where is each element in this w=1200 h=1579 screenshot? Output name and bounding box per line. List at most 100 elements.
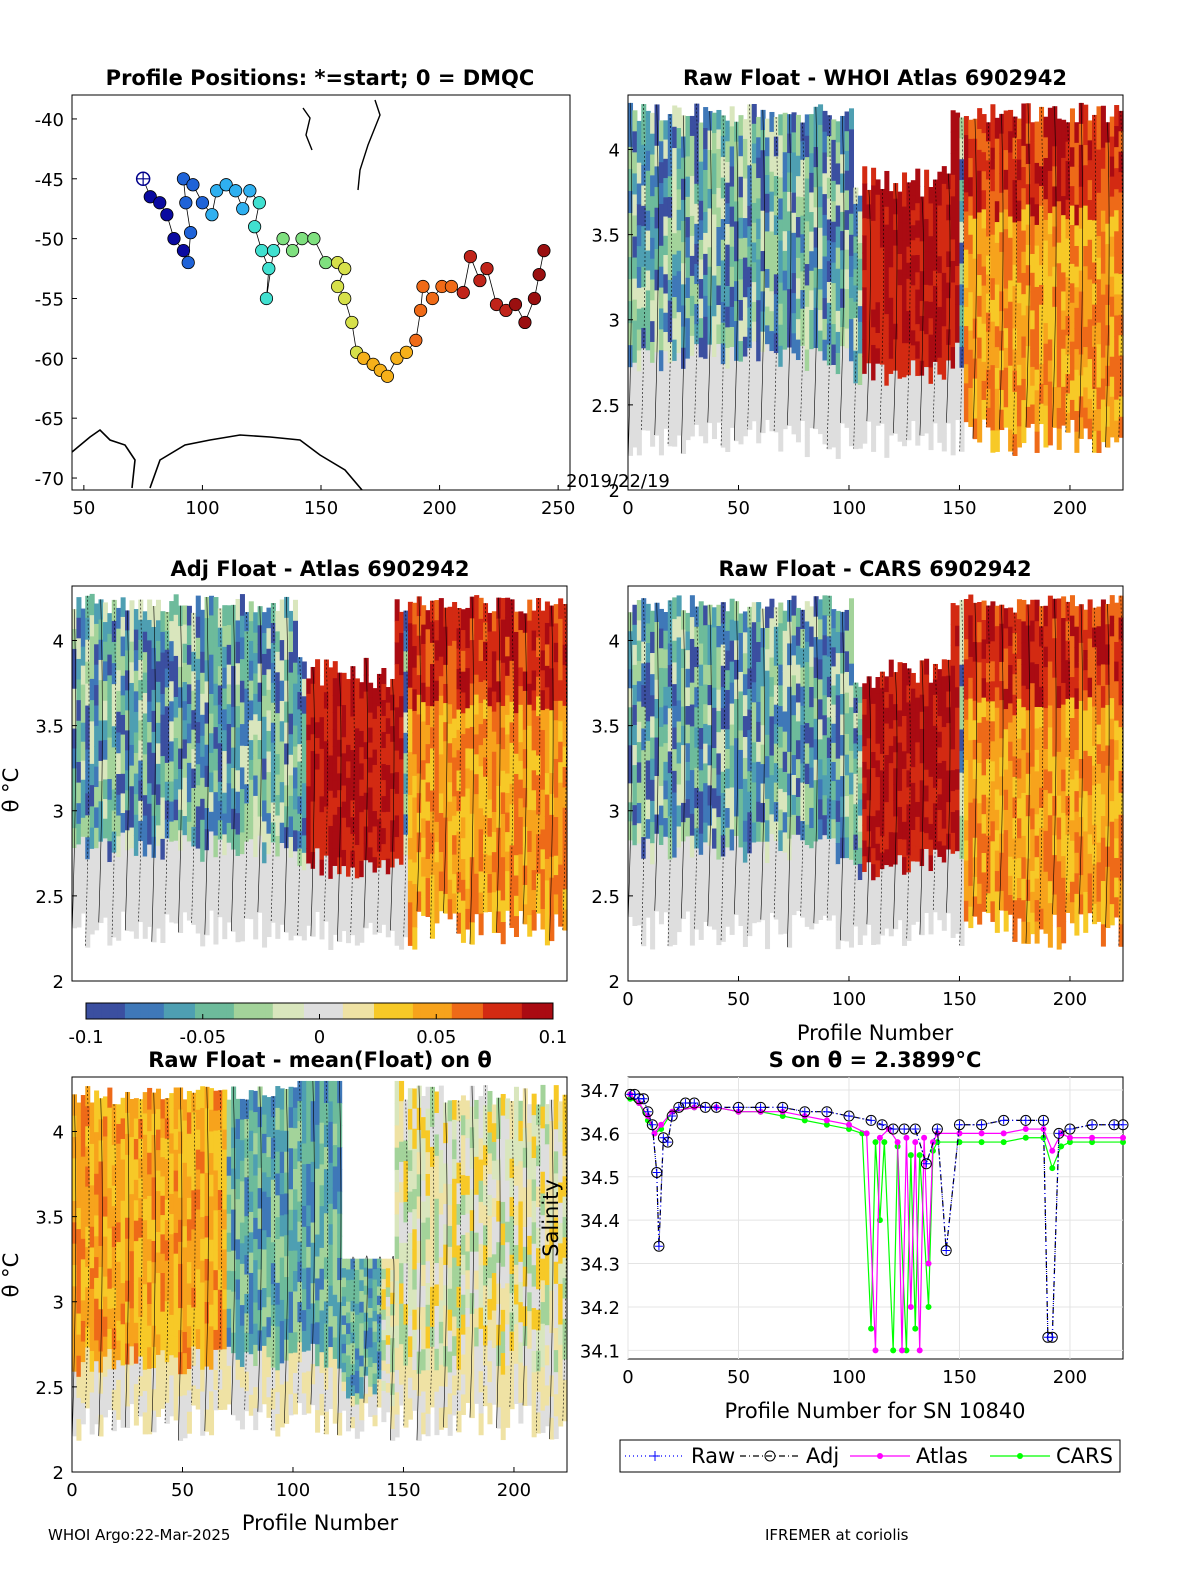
heatmap-cell (439, 676, 444, 696)
heatmap-cell (743, 179, 748, 199)
heatmap-cell (738, 672, 743, 692)
heatmap-cell (796, 176, 801, 197)
heatmap-cell (1114, 105, 1119, 127)
heatmap-cell (827, 219, 832, 240)
heatmap-cell (982, 247, 987, 267)
heatmap-cell (959, 180, 964, 201)
heatmap-cell (929, 236, 934, 253)
heatmap-cell (315, 675, 320, 691)
heatmap-cell (628, 802, 633, 822)
heatmap-cell (942, 727, 947, 745)
heatmap-cell (328, 685, 333, 703)
heatmap-cell (951, 175, 956, 197)
heatmap-cell (942, 220, 947, 238)
heatmap-cell (906, 263, 911, 280)
heatmap-cell (876, 810, 881, 827)
heatmap-cell (373, 903, 378, 919)
heatmap-cell (174, 779, 179, 800)
heatmap-cell (880, 204, 885, 219)
heatmap-cell (699, 749, 704, 771)
heatmap-cell (672, 276, 677, 298)
heatmap-cell (527, 726, 532, 748)
heatmap-cell (628, 783, 633, 803)
map-x-tick-label: 200 (422, 498, 456, 519)
heatmap-cell (889, 313, 894, 329)
heatmap-cell (1066, 142, 1071, 162)
heatmap-cell (765, 927, 770, 949)
heatmap-cell (143, 816, 148, 837)
heatmap-cell (761, 251, 766, 272)
heatmap-cell (805, 723, 810, 744)
heatmap-cell (554, 875, 559, 895)
heatmap-cell (800, 898, 805, 918)
heatmap-cell (1088, 180, 1093, 200)
heatmap-cell (518, 798, 523, 817)
heatmap-cell (756, 842, 761, 863)
heatmap-cell (342, 866, 347, 883)
heatmap-cell (920, 815, 925, 833)
heatmap-cell (200, 820, 205, 842)
heatmap-cell (646, 623, 651, 643)
heatmap-cell (871, 292, 876, 310)
heatmap-cell (990, 409, 995, 431)
heatmap-cell (747, 792, 752, 813)
heatmap-cell (836, 416, 841, 438)
heatmap-cell (663, 313, 668, 333)
heatmap-cell (946, 251, 951, 267)
heatmap-cell (306, 725, 311, 741)
heatmap-cell (862, 235, 867, 253)
heatmap-cell (280, 640, 285, 661)
heatmap-cell (1048, 171, 1053, 193)
heatmap-cell (946, 360, 951, 376)
heatmap-cell (72, 748, 77, 769)
heatmap-cell (743, 297, 748, 317)
heatmap-cell (871, 239, 876, 257)
heatmap-cell (395, 902, 400, 924)
heatmap-cell (337, 824, 342, 841)
heatmap-cell (677, 312, 682, 333)
heatmap-cell (1008, 344, 1013, 366)
heatmap-cell (514, 815, 519, 836)
heatmap-cell (681, 764, 686, 784)
heatmap-cell (712, 909, 717, 930)
heatmap-cell (554, 778, 559, 798)
heatmap-cell (403, 875, 408, 896)
heatmap-cell (452, 719, 457, 739)
heatmap-cell (160, 632, 165, 653)
heatmap-cell (169, 741, 174, 762)
heatmap-cell (1114, 315, 1119, 337)
heatmap-cell (955, 304, 960, 324)
heatmap-cell (1083, 266, 1088, 287)
heatmap-cell (271, 683, 276, 704)
heatmap-cell (765, 884, 770, 906)
heatmap-cell (769, 677, 774, 697)
heatmap-cell (840, 632, 845, 653)
heatmap-cell (738, 906, 743, 926)
heatmap-cell (685, 781, 690, 800)
heatmap-cell (368, 832, 373, 848)
heatmap-cell (116, 712, 121, 733)
heatmap-cell (937, 391, 942, 409)
heatmap-cell (712, 849, 717, 870)
heatmap-cell (800, 725, 805, 745)
heatmap-cell (514, 754, 519, 775)
heatmap-cell (430, 917, 435, 939)
heatmap-cell (898, 759, 903, 776)
map-profile-point (154, 197, 166, 209)
heatmap-cell (672, 879, 677, 901)
heatmap-cell (937, 826, 942, 842)
heatmap-cell (818, 228, 823, 249)
heatmap-cell (1048, 339, 1053, 361)
heatmap-cell (898, 207, 903, 223)
heatmap-cell (990, 278, 995, 300)
heatmap-cell (734, 797, 739, 817)
heatmap-cell (738, 300, 743, 321)
heatmap-cell (474, 595, 479, 616)
heatmap-cell (712, 688, 717, 709)
heatmap-cell (871, 864, 876, 881)
heatmap-cell (1048, 213, 1053, 235)
heatmap-cell (668, 384, 673, 405)
heatmap-cell (112, 642, 117, 664)
heatmap-cell (510, 907, 515, 928)
heatmap-cell (160, 901, 165, 922)
